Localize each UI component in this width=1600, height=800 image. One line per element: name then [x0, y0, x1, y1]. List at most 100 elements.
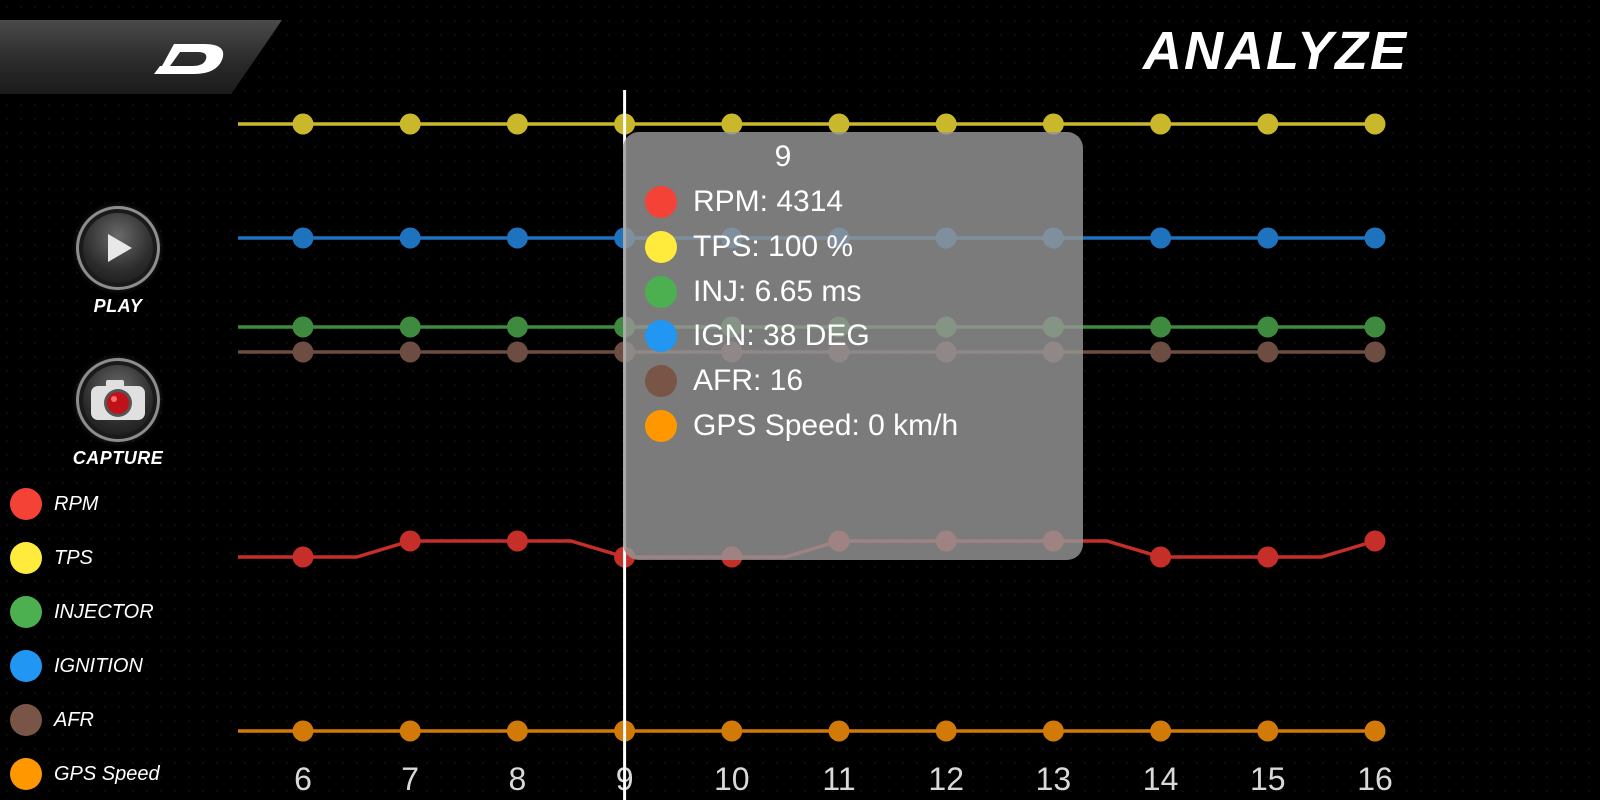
point-ignition-6 [292, 227, 314, 249]
legend-gps-speed-label: GPS Speed [54, 762, 160, 785]
tooltip-rpm-dot [645, 186, 677, 218]
point-rpm-15 [1257, 546, 1279, 568]
x-tick-label-15: 15 [1250, 761, 1286, 797]
point-ignition-14 [1150, 227, 1172, 249]
point-tps-14 [1150, 113, 1172, 135]
legend-afr-label: AFR [54, 708, 94, 731]
point-injector-15 [1257, 316, 1279, 338]
tooltip-tps-dot [645, 231, 677, 263]
legend-ignition[interactable]: IGNITION [10, 649, 143, 683]
point-injector-7 [399, 316, 421, 338]
capture-button[interactable]: CAPTURE [33, 358, 203, 469]
point-injector-14 [1150, 316, 1172, 338]
tooltip-ign-text: IGN: 38 DEG [693, 319, 870, 352]
point-rpm-6 [292, 546, 314, 568]
back-logo-icon [154, 44, 224, 74]
point-gps-speed-7 [399, 720, 421, 742]
tooltip-row-inj: INJ: 6.65 ms [645, 274, 861, 310]
point-tps-13 [1042, 113, 1064, 135]
legend-tps-dot [10, 542, 42, 574]
x-tick-label-11: 11 [822, 761, 855, 797]
legend-gps-speed[interactable]: GPS Speed [10, 757, 160, 791]
point-ignition-15 [1257, 227, 1279, 249]
legend-rpm[interactable]: RPM [10, 487, 98, 521]
point-tps-12 [935, 113, 957, 135]
play-icon [76, 206, 160, 290]
point-rpm-14 [1150, 546, 1172, 568]
point-rpm-7 [399, 530, 421, 552]
point-tps-16 [1364, 113, 1386, 135]
point-ignition-16 [1364, 227, 1386, 249]
point-rpm-16 [1364, 530, 1386, 552]
x-tick-label-8: 8 [509, 761, 527, 797]
tooltip-rpm-text: RPM: 4314 [693, 185, 844, 218]
legend-ignition-dot [10, 650, 42, 682]
legend-afr-dot [10, 704, 42, 736]
capture-label: CAPTURE [72, 448, 164, 468]
point-afr-8 [506, 341, 528, 363]
point-gps-speed-6 [292, 720, 314, 742]
x-tick-label-7: 7 [401, 761, 419, 797]
point-tps-8 [506, 113, 528, 135]
legend-afr[interactable]: AFR [10, 703, 94, 737]
x-tick-label-16: 16 [1357, 761, 1393, 797]
point-tps-7 [399, 113, 421, 135]
point-ignition-8 [506, 227, 528, 249]
point-injector-6 [292, 316, 314, 338]
tooltip-row-rpm: RPM: 4314 [645, 184, 843, 220]
legend-rpm-dot [10, 488, 42, 520]
tooltip-row-afr: AFR: 16 [645, 363, 803, 399]
point-gps-speed-14 [1150, 720, 1172, 742]
tooltip-inj-dot [645, 276, 677, 308]
point-afr-6 [292, 341, 314, 363]
tooltip-tps-text: TPS: 100 % [693, 230, 854, 263]
back-button[interactable] [0, 20, 282, 94]
point-tps-11 [828, 113, 850, 135]
tooltip-row-ign: IGN: 38 DEG [645, 318, 870, 354]
x-tick-label-10: 10 [714, 761, 750, 797]
legend-injector-dot [10, 596, 42, 628]
legend-ignition-label: IGNITION [54, 654, 143, 677]
point-gps-speed-13 [1042, 720, 1064, 742]
legend-rpm-label: RPM [54, 492, 99, 515]
point-gps-speed-16 [1364, 720, 1386, 742]
x-tick-label-14: 14 [1143, 761, 1179, 797]
tooltip-title: 9 [774, 140, 792, 173]
x-tick-label-6: 6 [294, 761, 312, 797]
point-afr-15 [1257, 341, 1279, 363]
point-tps-10 [721, 113, 743, 135]
tooltip-ign-dot [645, 320, 677, 352]
x-tick-label-12: 12 [928, 761, 964, 797]
point-afr-14 [1150, 341, 1172, 363]
point-afr-7 [399, 341, 421, 363]
tooltip-row-tps: TPS: 100 % [645, 229, 853, 265]
legend-tps[interactable]: TPS [10, 541, 93, 575]
point-gps-speed-11 [828, 720, 850, 742]
point-injector-8 [506, 316, 528, 338]
tooltip-row-gps: GPS Speed: 0 km/h [645, 408, 958, 444]
point-gps-speed-8 [506, 720, 528, 742]
play-label: PLAY [93, 296, 143, 316]
point-gps-speed-10 [721, 720, 743, 742]
tooltip-gps-text: GPS Speed: 0 km/h [693, 409, 959, 442]
x-tick-label-13: 13 [1036, 761, 1072, 797]
tooltip-gps-dot [645, 410, 677, 442]
point-rpm-8 [506, 530, 528, 552]
point-injector-16 [1364, 316, 1386, 338]
camera-icon [76, 358, 160, 442]
point-tps-15 [1257, 113, 1279, 135]
legend-gps-speed-dot [10, 758, 42, 790]
point-tps-6 [292, 113, 314, 135]
legend-injector-label: INJECTOR [54, 600, 154, 623]
legend-tps-label: TPS [54, 546, 93, 569]
tooltip-inj-text: INJ: 6.65 ms [693, 275, 862, 308]
tooltip-afr-dot [645, 365, 677, 397]
tooltip-afr-text: AFR: 16 [693, 364, 804, 397]
play-button[interactable]: PLAY [33, 206, 203, 317]
point-gps-speed-15 [1257, 720, 1279, 742]
point-ignition-7 [399, 227, 421, 249]
legend-injector[interactable]: INJECTOR [10, 595, 154, 629]
point-gps-speed-12 [935, 720, 957, 742]
data-tooltip: 9 RPM: 4314 TPS: 100 % INJ: 6.65 ms IGN:… [623, 132, 1083, 560]
page-title: ANALYZE [1143, 21, 1408, 81]
